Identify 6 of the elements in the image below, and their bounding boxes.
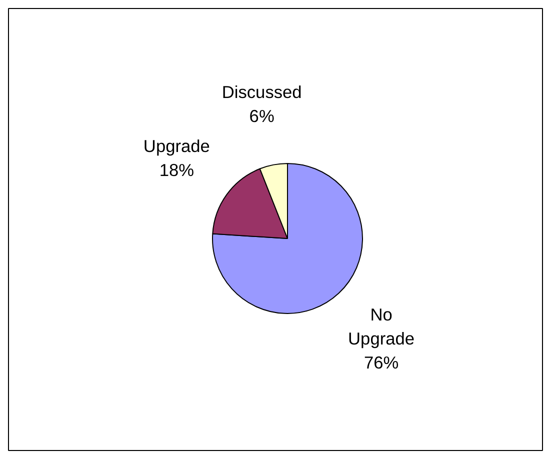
- slice-label: Upgrade: [143, 136, 210, 156]
- slice-label: Discussed: [222, 82, 302, 102]
- data-label: 76%: [364, 352, 399, 372]
- data-label: 18%: [159, 160, 194, 180]
- slice-label: No Upgrade: [348, 304, 415, 348]
- data-label: 6%: [249, 106, 274, 126]
